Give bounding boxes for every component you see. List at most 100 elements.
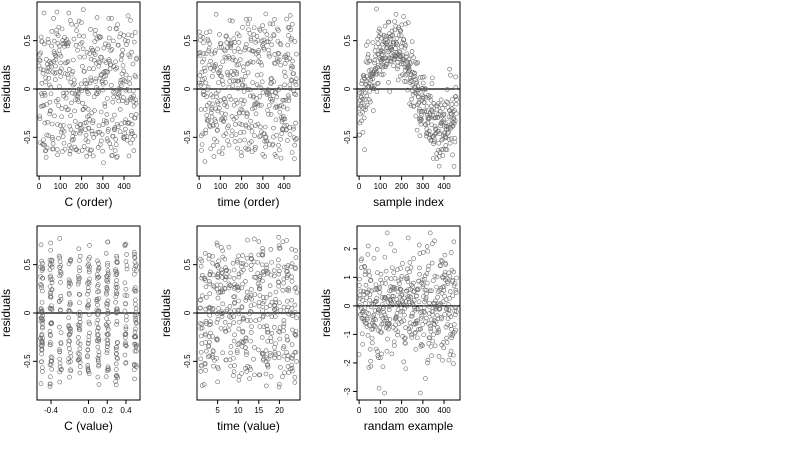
data-point — [286, 93, 291, 98]
data-point — [59, 66, 64, 72]
x-tick-label: 100 — [54, 182, 68, 191]
data-point — [212, 117, 218, 122]
data-point — [449, 333, 455, 338]
data-point — [39, 258, 44, 264]
data-point — [57, 349, 63, 354]
data-point — [402, 340, 408, 346]
data-point — [234, 258, 240, 263]
data-point — [109, 83, 114, 88]
data-point — [65, 43, 70, 49]
data-point — [397, 281, 402, 286]
data-point — [240, 25, 245, 30]
data-point — [48, 321, 54, 326]
data-point — [277, 268, 282, 274]
data-point — [121, 95, 126, 100]
data-point — [47, 267, 53, 272]
data-point — [209, 51, 214, 57]
data-point — [293, 349, 299, 355]
data-point — [402, 335, 408, 341]
data-point — [276, 243, 282, 248]
x-tick-label: 0 — [37, 182, 42, 191]
data-point — [39, 359, 44, 365]
data-point — [364, 310, 369, 315]
data-point — [445, 316, 451, 321]
data-point — [394, 311, 400, 316]
data-point — [118, 57, 124, 63]
data-point — [405, 20, 411, 25]
data-point — [85, 362, 91, 368]
data-point — [448, 250, 454, 255]
data-point — [113, 367, 119, 372]
data-point — [201, 89, 206, 95]
data-point — [202, 251, 208, 256]
data-point — [242, 98, 247, 103]
data-point — [123, 126, 128, 132]
data-point — [427, 115, 432, 121]
data-point — [206, 308, 212, 314]
y-axis-label: residuals — [0, 289, 13, 337]
data-point — [75, 91, 81, 97]
data-point — [419, 117, 424, 122]
data-point — [361, 73, 367, 79]
data-point — [414, 320, 420, 326]
data-point — [256, 303, 262, 309]
data-point — [290, 353, 296, 358]
data-point — [229, 40, 234, 46]
data-point — [114, 355, 120, 361]
x-tick-label: 10 — [234, 406, 243, 415]
data-point — [244, 16, 249, 22]
data-point — [265, 87, 271, 92]
data-point — [386, 326, 391, 332]
data-point — [364, 295, 370, 301]
data-point — [121, 68, 126, 74]
data-point — [95, 357, 101, 363]
data-point — [392, 19, 397, 24]
data-point — [375, 41, 381, 46]
data-point — [416, 99, 422, 105]
data-point — [446, 130, 451, 135]
data-point — [39, 285, 44, 290]
data-point — [415, 60, 421, 65]
data-point — [207, 353, 213, 359]
data-point — [398, 276, 404, 282]
data-point — [371, 108, 376, 113]
data-point — [104, 344, 110, 349]
y-tick-label: 0.5 — [343, 35, 352, 47]
data-point — [267, 351, 273, 356]
data-point — [49, 305, 55, 311]
data-point — [215, 316, 221, 322]
data-point — [76, 99, 81, 104]
data-point — [214, 282, 220, 288]
data-point — [251, 48, 256, 54]
data-point — [203, 80, 209, 86]
data-point — [89, 128, 95, 134]
data-point — [242, 47, 248, 53]
data-point — [78, 81, 84, 87]
data-point — [276, 283, 282, 289]
data-point — [59, 26, 65, 32]
data-point — [431, 141, 436, 147]
data-point — [281, 54, 287, 60]
data-point — [40, 325, 45, 331]
data-point — [49, 258, 54, 264]
data-point — [229, 133, 235, 139]
data-point — [87, 321, 92, 327]
data-point — [432, 238, 437, 244]
data-point — [257, 286, 263, 292]
data-point — [366, 268, 371, 274]
data-point — [289, 36, 295, 42]
data-point — [227, 94, 232, 99]
data-point — [288, 77, 294, 83]
data-point — [385, 336, 390, 342]
data-point — [280, 127, 286, 133]
data-point — [285, 337, 290, 343]
data-point — [408, 287, 413, 292]
data-point — [227, 79, 233, 84]
x-axis-label: C (order) — [64, 195, 112, 209]
data-point — [277, 300, 282, 306]
data-point — [123, 331, 129, 337]
data-point — [123, 360, 129, 365]
data-point — [105, 324, 110, 330]
data-point — [429, 81, 435, 86]
data-point — [255, 72, 260, 78]
